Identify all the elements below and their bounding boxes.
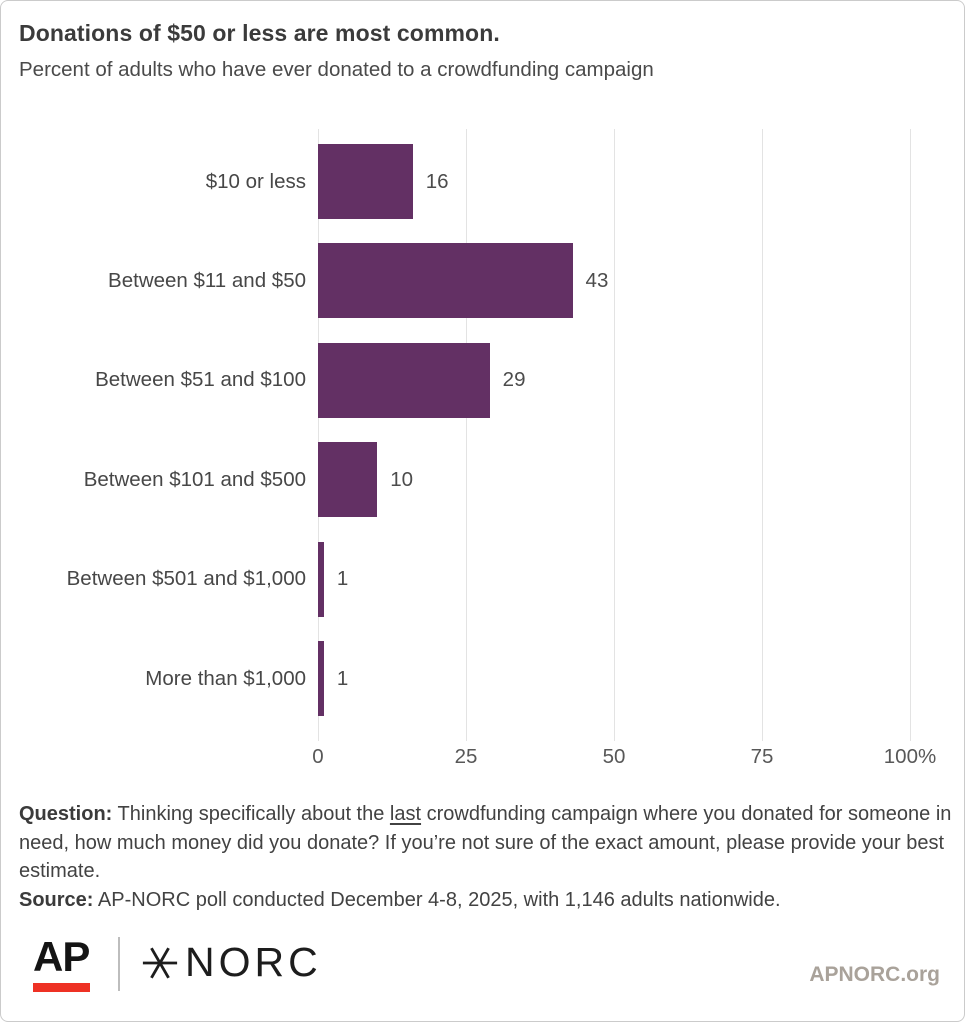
bar	[318, 641, 324, 716]
x-axis-tick: 100%	[883, 745, 937, 768]
source-label: Source:	[19, 888, 94, 911]
logo-divider	[118, 937, 120, 991]
x-axis-tick: 75	[750, 745, 774, 768]
question-pre: Thinking specifically about the	[112, 803, 390, 825]
x-axis-tick: 50	[602, 745, 626, 768]
x-axis-tick: 25	[454, 745, 478, 768]
branding-bar: AP NORC APNORC.org	[1, 931, 964, 1001]
question-post: crowdfunding campaign where you donated …	[19, 803, 952, 882]
bar	[318, 243, 573, 319]
chart-footnote: Question: Thinking specifically about th…	[19, 800, 953, 914]
question-label: Question:	[19, 803, 113, 825]
apnorc-website-link[interactable]: APNORC.org	[809, 963, 940, 986]
bar	[318, 342, 490, 418]
value-label: 16	[425, 169, 449, 193]
gridline-25	[466, 129, 467, 741]
value-label: 43	[585, 268, 609, 292]
norc-logo: NORC	[141, 939, 322, 986]
x-axis-tick: 0	[312, 745, 324, 768]
gridline-50	[614, 129, 615, 741]
ap-logo-red-underline	[33, 983, 90, 992]
ap-logo: AP	[33, 933, 90, 992]
category-label: $10 or less	[205, 169, 306, 193]
value-label: 1	[336, 567, 349, 591]
source-body: AP-NORC poll conducted December 4-8, 202…	[93, 888, 781, 911]
gridline-0	[318, 129, 319, 741]
chart-title: Donations of $50 or less are most common…	[19, 20, 500, 46]
category-label: Between $501 and $1,000	[66, 567, 306, 591]
bar	[318, 442, 378, 518]
norc-star-icon	[142, 946, 178, 979]
category-label: Between $51 and $100	[95, 368, 306, 392]
norc-logo-text: NORC	[185, 939, 322, 985]
ap-logo-text: AP	[33, 933, 90, 980]
source-text: Source: AP-NORC poll conducted December …	[19, 886, 953, 915]
question-text: Question: Thinking specifically about th…	[19, 800, 953, 886]
chart-header: Donations of $50 or less are most common…	[19, 20, 946, 82]
bar	[318, 144, 413, 219]
value-label: 29	[502, 368, 526, 392]
gridline-75	[762, 129, 763, 741]
value-label: 10	[390, 467, 413, 491]
category-label: Between $101 and $500	[83, 467, 306, 491]
value-label: 1	[336, 666, 349, 690]
chart-subtitle: Percent of adults who have ever donated …	[19, 58, 654, 81]
bar	[318, 541, 324, 617]
gridline-100	[910, 129, 911, 741]
question-underlined-word: last	[389, 803, 422, 825]
category-label: Between $11 and $50	[108, 268, 306, 292]
category-label: More than $1,000	[145, 666, 306, 690]
